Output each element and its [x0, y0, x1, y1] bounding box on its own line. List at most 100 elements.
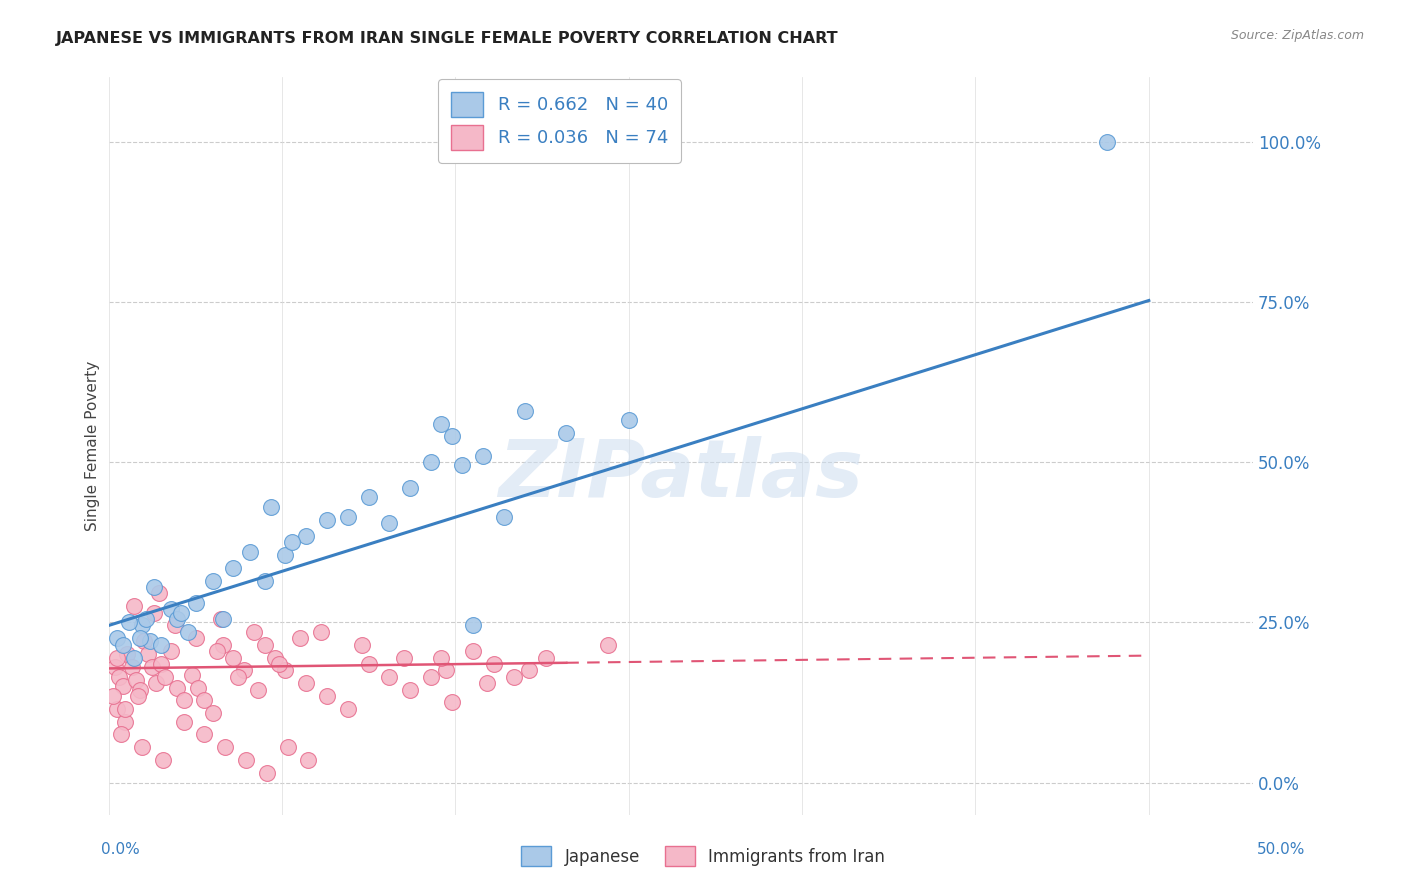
Text: 0.0%: 0.0%: [101, 842, 141, 856]
Point: [166, 681, 188, 695]
Point: [295, 529, 318, 543]
Point: [153, 670, 176, 684]
Point: [214, 740, 236, 755]
Point: [555, 426, 578, 441]
Point: [165, 618, 187, 632]
Point: [232, 664, 254, 678]
Point: [264, 650, 287, 665]
Point: [434, 664, 457, 678]
Point: [110, 727, 132, 741]
Point: [143, 580, 166, 594]
Point: [160, 602, 183, 616]
Point: [534, 650, 557, 665]
Point: [378, 670, 401, 684]
Point: [472, 449, 495, 463]
Point: [399, 682, 422, 697]
Point: [127, 689, 149, 703]
Point: [149, 638, 172, 652]
Point: [513, 403, 536, 417]
Point: [482, 657, 505, 671]
Point: [253, 574, 276, 588]
Point: [260, 500, 283, 514]
Point: [222, 650, 245, 665]
Point: [295, 676, 318, 690]
Text: JAPANESE VS IMMIGRANTS FROM IRAN SINGLE FEMALE POVERTY CORRELATION CHART: JAPANESE VS IMMIGRANTS FROM IRAN SINGLE …: [56, 31, 839, 46]
Point: [440, 429, 463, 443]
Point: [256, 765, 278, 780]
Point: [288, 632, 311, 646]
Point: [316, 689, 339, 703]
Point: [420, 455, 443, 469]
Point: [143, 606, 166, 620]
Point: [173, 714, 195, 729]
Point: [117, 648, 139, 662]
Point: [277, 740, 299, 755]
Point: [336, 509, 359, 524]
Point: [184, 596, 207, 610]
Point: [226, 670, 249, 684]
Point: [152, 753, 174, 767]
Y-axis label: Single Female Poverty: Single Female Poverty: [86, 361, 100, 531]
Text: ZIPatlas: ZIPatlas: [498, 436, 863, 515]
Point: [193, 693, 215, 707]
Point: [1095, 135, 1118, 149]
Point: [105, 650, 128, 665]
Point: [399, 481, 422, 495]
Point: [440, 695, 463, 709]
Point: [280, 535, 302, 549]
Point: [114, 714, 136, 729]
Point: [136, 648, 159, 662]
Point: [187, 681, 209, 695]
Point: [170, 606, 193, 620]
Point: [166, 612, 188, 626]
Point: [184, 632, 207, 646]
Point: [274, 664, 297, 678]
Point: [201, 574, 224, 588]
Point: [212, 612, 235, 626]
Point: [274, 548, 297, 562]
Point: [180, 668, 202, 682]
Point: [131, 618, 153, 632]
Point: [492, 509, 515, 524]
Point: [131, 740, 153, 755]
Point: [205, 644, 228, 658]
Point: [247, 682, 270, 697]
Point: [176, 624, 198, 639]
Point: [617, 413, 640, 427]
Point: [173, 693, 195, 707]
Point: [503, 670, 526, 684]
Point: [461, 618, 484, 632]
Point: [108, 670, 131, 684]
Point: [118, 615, 141, 630]
Text: 50.0%: 50.0%: [1257, 842, 1305, 856]
Point: [239, 545, 262, 559]
Point: [112, 638, 135, 652]
Point: [243, 624, 266, 639]
Point: [105, 702, 128, 716]
Point: [124, 673, 146, 687]
Point: [392, 650, 415, 665]
Text: Source: ZipAtlas.com: Source: ZipAtlas.com: [1230, 29, 1364, 42]
Point: [193, 727, 215, 741]
Point: [122, 650, 145, 665]
Point: [128, 682, 150, 697]
Point: [352, 638, 374, 652]
Point: [139, 634, 162, 648]
Point: [149, 657, 172, 671]
Point: [135, 612, 157, 626]
Point: [357, 657, 380, 671]
Point: [128, 632, 150, 646]
Point: [114, 702, 136, 716]
Point: [253, 638, 276, 652]
Point: [145, 676, 167, 690]
Point: [269, 657, 291, 671]
Point: [160, 644, 183, 658]
Point: [430, 417, 453, 431]
Point: [222, 561, 245, 575]
Point: [451, 458, 474, 473]
Point: [357, 490, 380, 504]
Point: [477, 676, 499, 690]
Point: [104, 660, 127, 674]
Point: [121, 660, 143, 674]
Point: [201, 706, 224, 721]
